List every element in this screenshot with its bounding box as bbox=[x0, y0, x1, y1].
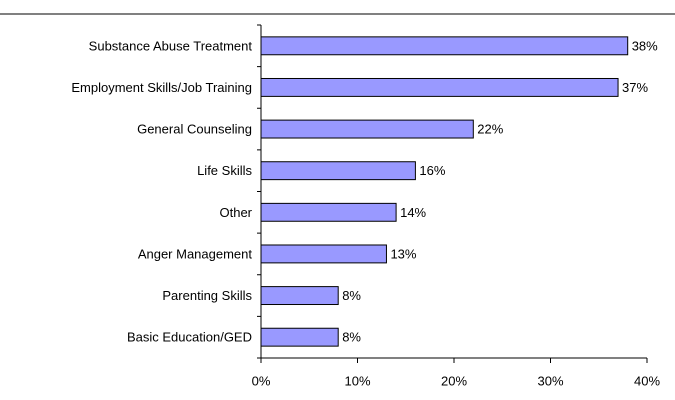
y-tick-label: Anger Management bbox=[138, 246, 253, 261]
bar bbox=[260, 244, 387, 264]
bar bbox=[260, 161, 416, 181]
value-label: 13% bbox=[390, 246, 416, 261]
value-label: 16% bbox=[419, 163, 445, 178]
bar bbox=[260, 202, 397, 222]
bar bbox=[260, 119, 474, 139]
x-tick-label: 0% bbox=[252, 373, 271, 388]
value-label: 8% bbox=[342, 330, 361, 345]
bar bbox=[260, 327, 339, 347]
value-label: 38% bbox=[632, 38, 658, 53]
y-tick-label: Other bbox=[219, 205, 252, 220]
value-label: 8% bbox=[342, 288, 361, 303]
value-label: 37% bbox=[622, 80, 648, 95]
x-tick-label: 30% bbox=[537, 373, 563, 388]
y-tick-label: Basic Education/GED bbox=[127, 330, 252, 345]
x-tick-label: 20% bbox=[441, 373, 467, 388]
y-tick-label: Parenting Skills bbox=[162, 288, 252, 303]
bar bbox=[260, 36, 629, 56]
y-tick-label: Life Skills bbox=[197, 163, 252, 178]
value-label: 22% bbox=[477, 122, 503, 137]
value-label: 14% bbox=[400, 205, 426, 220]
bar bbox=[260, 77, 619, 97]
y-tick-label: General Counseling bbox=[137, 122, 252, 137]
x-tick-label: 10% bbox=[344, 373, 370, 388]
y-tick-label: Substance Abuse Treatment bbox=[89, 38, 253, 53]
bar bbox=[260, 286, 339, 306]
y-tick-label: Employment Skills/Job Training bbox=[71, 80, 252, 95]
x-tick-label: 40% bbox=[634, 373, 660, 388]
